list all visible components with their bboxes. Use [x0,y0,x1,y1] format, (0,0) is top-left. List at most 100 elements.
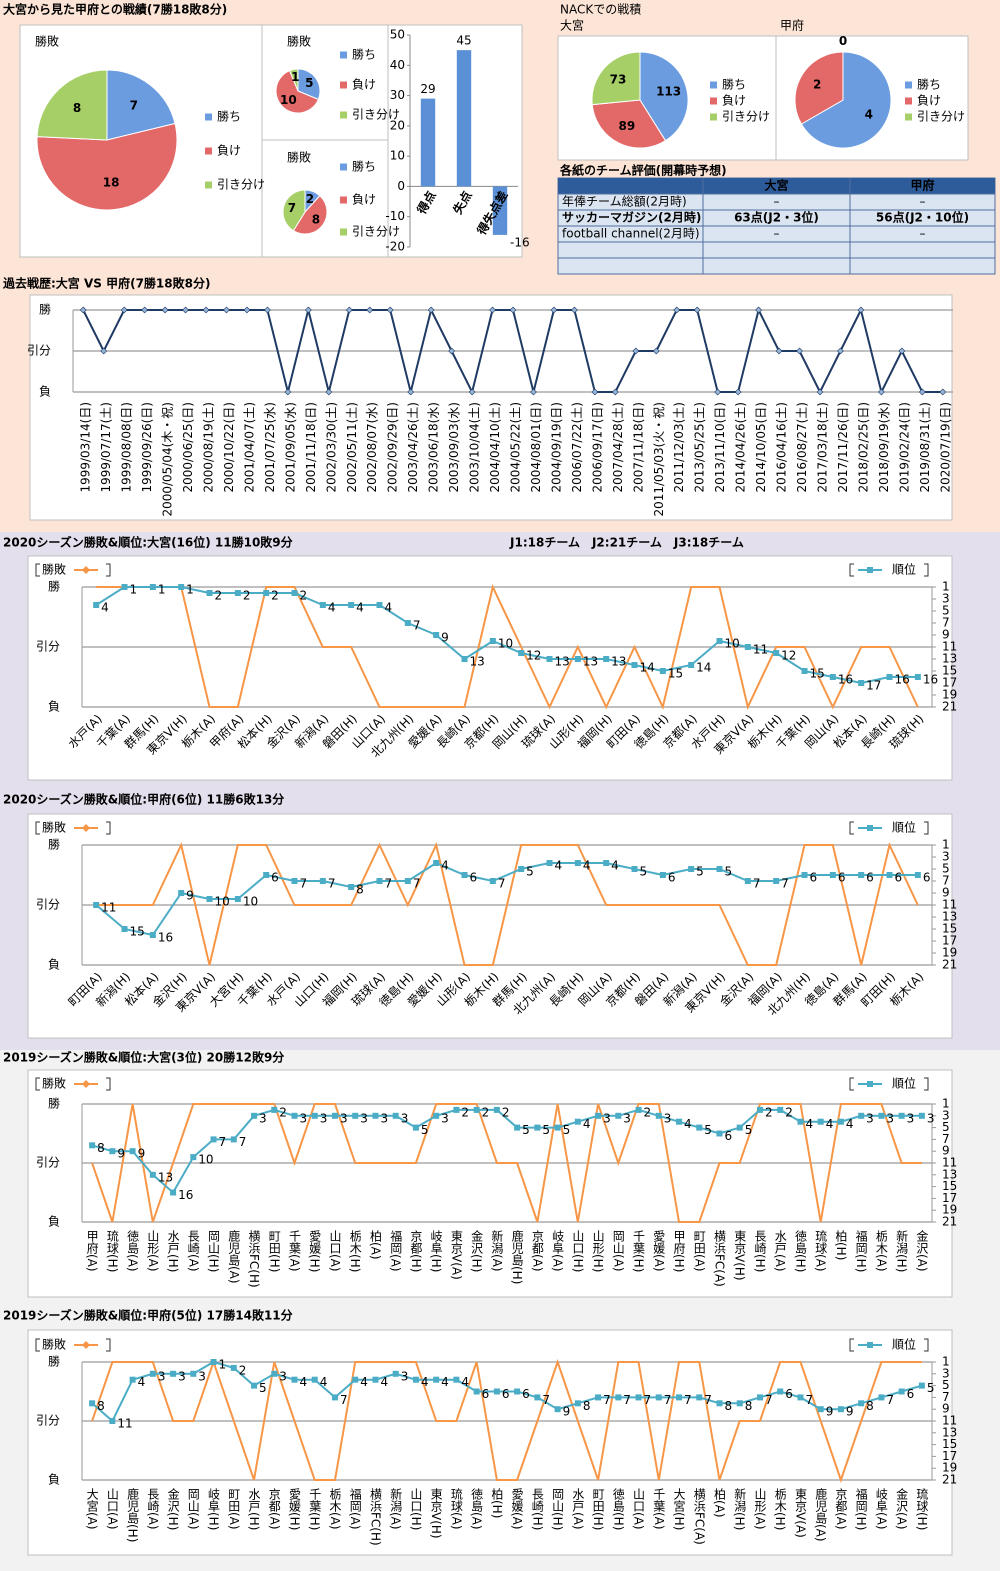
legend-swatch [82,566,90,574]
point-marker [473,1106,480,1113]
point-marker [877,388,885,396]
x-tick-label: 2003/04/26(土) [406,402,420,493]
point-marker [631,866,638,872]
point-marker [655,1112,662,1119]
chart-title: 過去戦歴:大宮 VS 甲府(7勝18敗8分) [2,276,210,291]
point-label: 8 [725,1399,733,1413]
pie-value-label: 89 [619,119,636,133]
point-label: 5 [526,865,534,879]
y2-tick-label: 13 [942,910,957,924]
legend-label: 引き分け [352,225,400,239]
point-label: 2 [215,589,223,603]
x-tick-label: 水戸(H) [247,1488,261,1531]
legend-label: 勝ち [217,109,241,124]
point-label: 4 [356,601,364,615]
point-label: 7 [328,877,336,891]
point-marker [263,872,270,878]
point-marker [149,584,156,590]
table-column-header: 甲府 [910,178,934,193]
pie-title: 甲府 [780,18,804,33]
pie-title: 勝敗 [287,150,311,165]
x-tick-label: 東京V(A) [793,1488,807,1538]
y-tick-label: 引分 [36,898,60,912]
point-marker [693,306,701,314]
x-tick-label: 山口(A) [105,1488,119,1530]
point-marker [696,1394,703,1401]
point-marker [493,1388,500,1395]
point-label: 17 [866,679,881,693]
point-label: 4 [300,1375,308,1389]
pie-slice [800,51,892,149]
section-title: 大宮から見た甲府との戦績(7勝18敗8分) [3,2,227,17]
point-marker [755,306,763,314]
point-label: 7 [219,1135,227,1149]
x-tick-label: 東京V(A) [449,1230,463,1280]
y2-tick-label: 13 [942,1167,957,1181]
y-tick-label: 10 [390,149,405,163]
point-label: 1 [219,1358,227,1372]
point-marker [461,872,468,878]
x-tick-label: 岐阜(H) [429,1230,443,1273]
x-tick-label: 徳島(H) [793,1229,807,1273]
table-cell: サッカーマガジン(2月時) [562,210,701,225]
legend-label: 順位 [892,1076,916,1091]
point-marker [453,1376,460,1383]
point-marker [427,306,435,314]
y-tick-label: 負 [48,1215,60,1229]
point-marker [886,872,893,878]
point-marker [518,866,525,872]
point-label: 9 [138,1147,146,1161]
point-label: 8 [356,883,364,897]
point-label: 10 [198,1153,213,1167]
point-label: 9 [563,1405,571,1419]
point-label: 16 [178,1188,193,1202]
legend-swatch [205,147,212,155]
y2-tick-label: 11 [942,640,957,654]
point-marker [716,1400,723,1407]
series-line [95,861,918,937]
x-tick-label: 岡山(H) [551,1488,565,1530]
legend-label: 順位 [892,820,916,835]
point-label: 11 [753,643,768,657]
pie-value-label: 113 [656,84,681,98]
legend-swatch [905,97,912,105]
point-marker [243,306,251,314]
point-marker [509,306,517,314]
legend-label: 勝敗 [42,1076,66,1091]
point-marker [170,1370,177,1377]
x-tick-label: 2018/02/25(日) [856,402,870,493]
x-tick-label: 金沢(A) [895,1487,909,1530]
y2-tick-label: 3 [942,850,950,864]
point-marker [858,872,865,878]
point-marker [149,1370,156,1377]
y2-tick-label: 11 [942,1414,957,1428]
table-cell: – [920,227,926,241]
point-marker [170,1189,177,1196]
point-label: 3 [441,1111,449,1125]
x-tick-label: 新潟(H) [895,1229,909,1273]
point-marker [352,1376,359,1383]
y2-tick-label: 5 [942,862,950,876]
point-label: 4 [441,1375,449,1389]
legend-label: 負け [917,94,941,108]
legend-swatch [867,567,873,573]
point-marker [376,602,383,608]
point-marker [734,388,742,396]
point-marker [918,388,926,396]
x-tick-label: 徳島(A) [470,1487,484,1530]
legend-bracket [924,563,929,577]
y-tick-label: 引分 [36,1414,60,1428]
legend-swatch [82,824,90,832]
point-marker [461,656,468,662]
y2-tick-label: 21 [942,1473,957,1487]
x-tick-label: 千葉(A) [288,1230,302,1272]
y2-tick-label: 1 [942,838,950,852]
point-marker [493,1106,500,1113]
point-marker [311,1112,318,1119]
pie-slice [36,69,108,141]
point-marker [546,656,553,662]
point-marker [632,347,640,355]
point-marker [939,388,947,396]
point-marker [530,388,537,396]
point-label: 4 [611,859,619,873]
